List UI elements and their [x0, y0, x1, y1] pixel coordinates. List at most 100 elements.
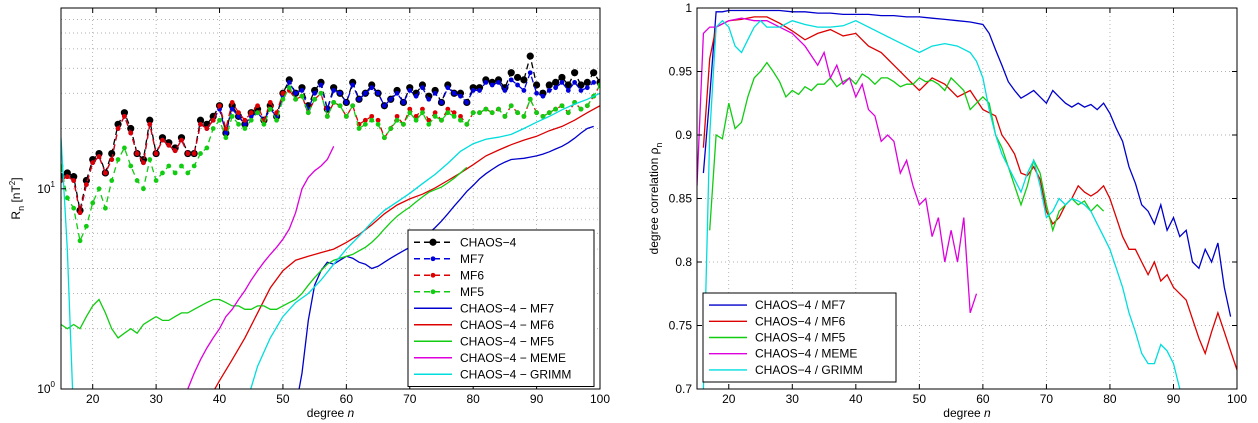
legend-label-7: CHAOS−4 − MEME — [460, 351, 566, 365]
series-point-1 — [343, 100, 349, 105]
series-point-2 — [198, 121, 203, 127]
series-point-3 — [83, 223, 89, 229]
y-axis-label: Rn [nT2] — [8, 177, 26, 219]
series-point-3 — [362, 121, 368, 127]
y-tick-label: 0.9 — [675, 128, 692, 142]
series-point-1 — [483, 79, 489, 85]
series-point-3 — [445, 110, 451, 116]
series-point-3 — [128, 163, 134, 169]
series-point-3 — [280, 96, 286, 102]
legend-label-1: MF7 — [460, 252, 484, 266]
series-point-3 — [261, 121, 267, 127]
series-point-3 — [255, 110, 260, 116]
legend-label-3: MF5 — [460, 285, 484, 299]
series-line-8 — [61, 92, 600, 389]
legend-label-6: CHAOS−4 − MF5 — [460, 334, 554, 348]
legend: CHAOS−4 / MF7 CHAOS−4 / MF6 CHAOS−4 / MF5 C… — [702, 292, 897, 383]
series-point-2 — [134, 151, 140, 156]
series-point-2 — [458, 113, 463, 119]
series-line-0 — [702, 9, 1232, 317]
legend-label-4: CHAOS−4 − MF7 — [460, 301, 554, 315]
series-point-1 — [388, 96, 394, 102]
series-point-1 — [362, 90, 368, 96]
series-point-1 — [426, 96, 432, 102]
series-point-3 — [337, 103, 343, 109]
legend-marker-0 — [429, 238, 437, 246]
y-tick-exp: 1 — [51, 180, 56, 189]
x-axis-label: degree n — [307, 406, 355, 420]
y-tick-base: 10 — [37, 182, 51, 196]
series-point-2 — [185, 151, 191, 156]
series-point-2 — [153, 151, 159, 156]
x-tick-label: 30 — [786, 392, 800, 406]
series-point-2 — [229, 100, 235, 105]
y-tick-base: 10 — [37, 382, 51, 396]
series-point-1 — [565, 88, 571, 93]
series-point-3 — [331, 100, 337, 105]
series-point-3 — [458, 117, 463, 123]
y-tick-label: 0.7 — [675, 382, 692, 396]
series-point-1 — [350, 82, 356, 88]
series-point-1 — [369, 85, 375, 91]
series-point-3 — [439, 117, 444, 123]
series-point-2 — [115, 126, 121, 131]
series-point-3 — [274, 117, 279, 123]
x-tick-label: 80 — [1103, 392, 1117, 406]
series-point-2 — [141, 160, 146, 166]
series-point-1 — [337, 90, 343, 96]
x-tick-label: 40 — [213, 392, 227, 406]
series-point-1 — [572, 79, 578, 85]
series-point-3 — [369, 117, 375, 123]
series-point-1 — [356, 96, 362, 102]
series-point-0 — [571, 69, 579, 77]
series-point-2 — [242, 117, 248, 123]
series-point-2 — [204, 126, 210, 131]
series-point-2 — [109, 157, 115, 162]
series-point-3 — [204, 145, 210, 151]
series-point-1 — [401, 100, 406, 105]
series-point-3 — [236, 121, 241, 127]
series-point-3 — [382, 135, 387, 141]
series-point-1 — [559, 79, 565, 85]
y-tick-label: 101 — [37, 180, 55, 196]
series-point-3 — [217, 117, 222, 123]
x-tick-label: 100 — [590, 392, 610, 406]
series-point-2 — [102, 170, 108, 176]
series-point-3 — [318, 90, 324, 96]
series-point-2 — [267, 100, 273, 105]
series-point-0 — [526, 52, 534, 60]
series-point-3 — [299, 93, 305, 99]
x-tick-label: 80 — [466, 392, 480, 406]
series-point-3 — [172, 170, 178, 176]
series-point-2 — [369, 113, 375, 119]
series-point-3 — [223, 135, 229, 141]
x-tick-label: 100 — [1227, 392, 1247, 406]
series-point-0 — [146, 116, 154, 124]
series-point-3 — [109, 178, 115, 183]
legend-box — [702, 292, 897, 383]
series-point-1 — [464, 100, 470, 105]
series-point-2 — [179, 137, 184, 143]
series-point-0 — [552, 78, 560, 86]
y-tick-label: 1 — [685, 1, 692, 15]
series-point-3 — [388, 126, 394, 131]
series-point-1 — [413, 93, 419, 99]
series-point-1 — [477, 88, 482, 93]
series-point-2 — [191, 151, 197, 156]
x-tick-label: 20 — [722, 392, 736, 406]
series-point-3 — [210, 126, 216, 131]
series-point-3 — [160, 170, 165, 176]
series-point-3 — [540, 113, 546, 119]
series-point-1 — [546, 88, 552, 93]
series-point-3 — [451, 113, 457, 119]
series-point-2 — [426, 117, 432, 123]
series-point-2 — [248, 110, 254, 116]
series-point-3 — [134, 178, 140, 183]
series-point-3 — [324, 113, 330, 119]
series-point-3 — [401, 121, 406, 127]
series-point-3 — [191, 163, 197, 169]
series-point-1 — [299, 88, 305, 93]
series-point-3 — [115, 157, 121, 162]
series-point-1 — [318, 82, 324, 88]
